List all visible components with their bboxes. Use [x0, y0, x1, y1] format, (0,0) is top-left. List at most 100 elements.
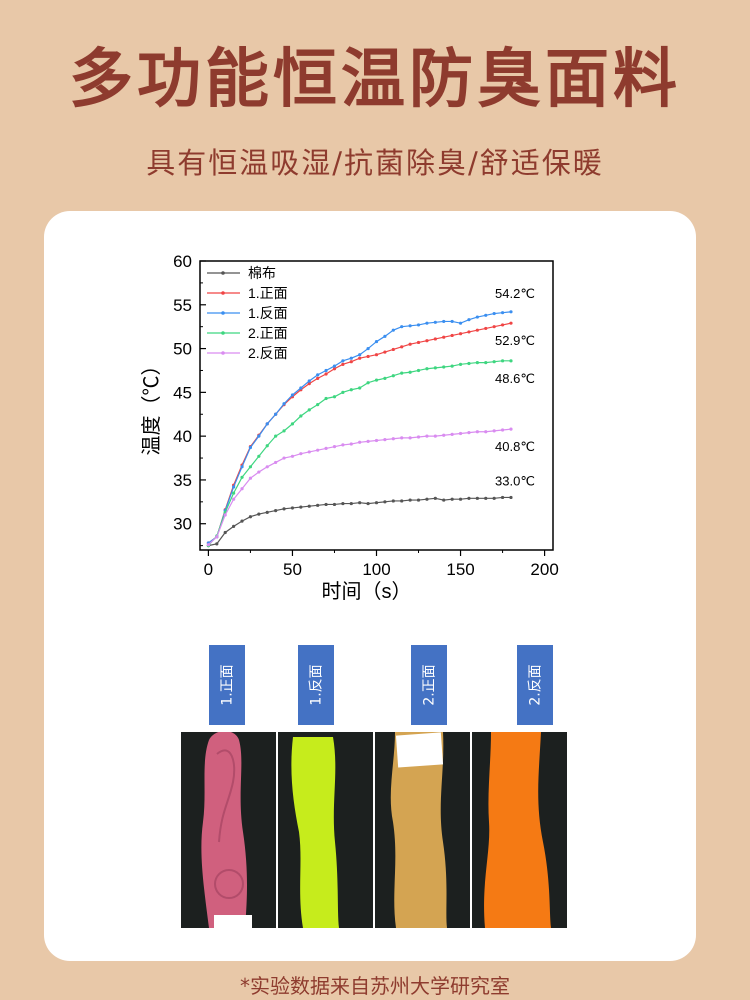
legend-marker	[221, 291, 225, 295]
data-point	[223, 530, 227, 535]
end-value-label: 52.9℃	[495, 333, 535, 348]
data-point	[492, 311, 496, 316]
legend-marker	[221, 331, 225, 335]
data-point	[484, 496, 488, 500]
data-point	[290, 506, 295, 510]
sample-tag-label: 1.反面	[309, 664, 326, 706]
data-point	[492, 429, 496, 433]
data-point	[316, 448, 320, 452]
data-point	[450, 497, 454, 501]
sample-tag: 2.正面	[411, 645, 447, 725]
data-point	[467, 496, 471, 500]
data-point	[282, 507, 286, 511]
data-point	[215, 542, 219, 546]
data-point	[358, 386, 362, 390]
insole-heel-ring	[214, 869, 244, 899]
end-value-label: 40.8℃	[495, 439, 535, 454]
data-point	[316, 403, 320, 407]
data-point	[509, 495, 513, 500]
data-point	[240, 487, 244, 491]
data-point	[442, 335, 446, 339]
data-point	[433, 320, 437, 324]
data-point	[442, 319, 446, 324]
data-point	[374, 501, 379, 505]
y-tick-label: 50	[173, 340, 192, 359]
data-point	[341, 390, 345, 394]
sample-tag: 1.反面	[298, 645, 334, 725]
data-point	[475, 360, 479, 365]
data-point	[366, 354, 370, 359]
data-point	[484, 430, 488, 434]
data-point	[316, 376, 320, 380]
sample-tag: 1.正面	[209, 645, 245, 725]
y-tick-label: 45	[173, 383, 192, 402]
data-point	[433, 434, 437, 438]
data-point	[307, 382, 311, 386]
data-point	[282, 456, 286, 460]
x-tick-label: 200	[530, 560, 558, 579]
data-point	[366, 439, 370, 444]
data-point	[265, 465, 269, 469]
data-point	[324, 372, 328, 376]
legend-marker	[221, 311, 225, 315]
sample-tag-label: 2.反面	[528, 664, 545, 706]
x-tick-label: 0	[204, 560, 213, 579]
data-point	[274, 508, 278, 513]
data-point	[408, 436, 412, 440]
data-point	[358, 353, 362, 357]
legend-marker	[221, 271, 225, 275]
data-point	[349, 388, 353, 392]
data-point	[232, 497, 236, 501]
data-point	[282, 429, 286, 433]
data-point	[265, 422, 269, 426]
data-point	[332, 445, 337, 449]
data-point	[349, 501, 353, 506]
data-point	[299, 452, 303, 456]
data-point	[324, 502, 328, 507]
data-point	[509, 310, 513, 314]
data-point	[215, 535, 219, 539]
data-point	[484, 360, 488, 365]
data-point	[341, 501, 345, 506]
data-point	[391, 328, 395, 332]
data-point	[374, 353, 379, 357]
data-point	[416, 323, 421, 327]
data-point	[232, 524, 236, 528]
data-point	[450, 432, 454, 436]
legend-label: 棉布	[248, 265, 276, 281]
data-point	[391, 347, 395, 352]
data-point	[500, 311, 505, 315]
data-point	[349, 356, 353, 360]
data-point	[341, 359, 345, 363]
data-point	[383, 438, 387, 442]
data-point	[274, 434, 278, 438]
data-point	[400, 499, 404, 503]
data-point	[467, 330, 471, 334]
data-point	[341, 362, 345, 366]
series-line	[207, 428, 512, 546]
data-point	[475, 430, 479, 434]
data-point	[257, 454, 261, 458]
x-axis-label: 时间（s）	[322, 580, 412, 603]
y-tick-label: 60	[173, 252, 192, 271]
data-point	[416, 435, 421, 439]
sticker	[395, 732, 444, 768]
data-point	[299, 386, 303, 390]
data-point	[240, 475, 244, 479]
end-value-label: 48.6℃	[495, 371, 535, 386]
x-tick-label: 100	[362, 560, 390, 579]
data-point	[500, 495, 505, 500]
data-point	[358, 356, 362, 360]
data-point	[458, 321, 463, 325]
data-point	[374, 339, 379, 344]
data-point	[433, 366, 437, 370]
data-point	[349, 360, 353, 364]
data-point	[400, 436, 404, 440]
y-tick-label: 30	[173, 515, 192, 534]
data-point	[248, 465, 253, 469]
data-point	[475, 315, 479, 319]
data-point	[442, 365, 446, 369]
data-point	[366, 501, 370, 506]
data-point	[467, 318, 471, 322]
data-point	[500, 323, 505, 327]
